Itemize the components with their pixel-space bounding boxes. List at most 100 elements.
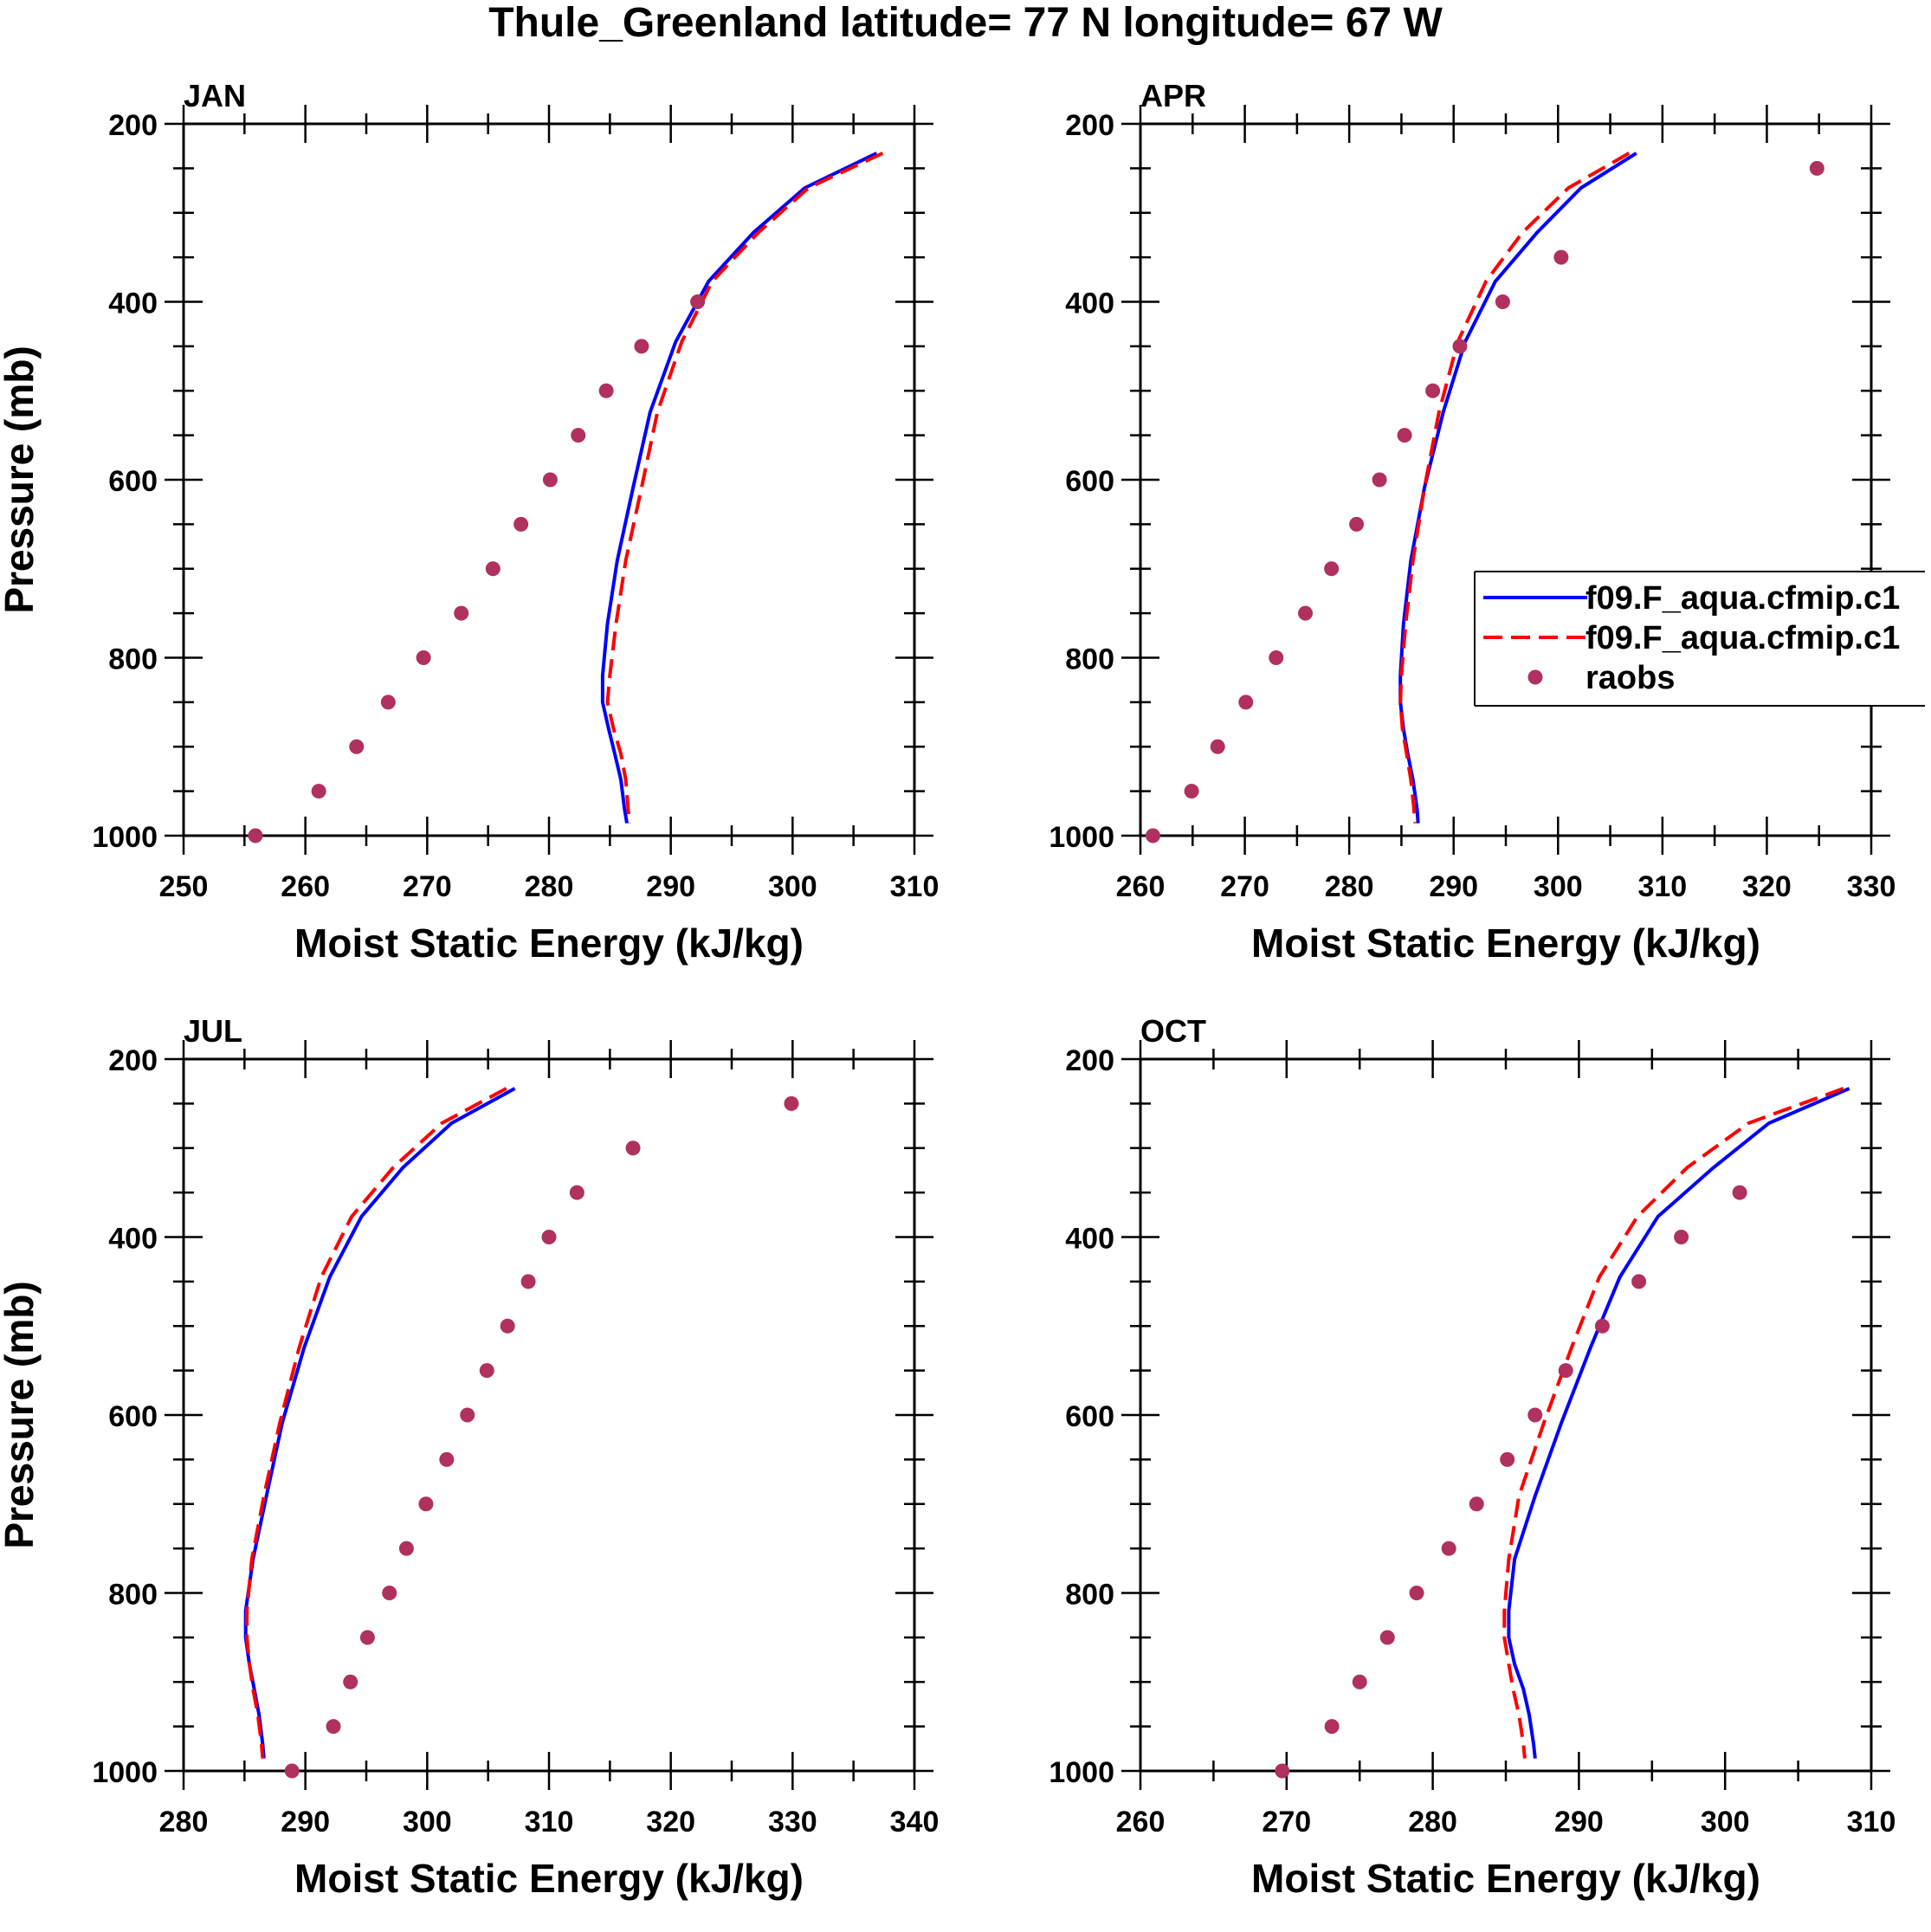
raobs-point xyxy=(1372,472,1387,488)
x-tick-label: 280 xyxy=(1408,1806,1457,1838)
raobs-point xyxy=(1352,1674,1367,1690)
x-axis-label: Moist Static Energy (kJ/kg) xyxy=(294,921,804,966)
panel-title: JAN xyxy=(184,78,246,113)
raobs-point xyxy=(1495,294,1510,309)
x-tick-label: 300 xyxy=(1534,870,1583,903)
series-line-solid xyxy=(1507,1087,1850,1759)
legend-swatch-marker xyxy=(1527,669,1543,685)
panel-apr: APR 200 400 600 800 1000 260 270 280 290 300 310 320… xyxy=(0,78,1925,966)
raobs-point xyxy=(690,294,706,309)
panel-title: JUL xyxy=(184,1013,242,1049)
y-tick-label: 600 xyxy=(108,1400,158,1433)
raobs-point xyxy=(1732,1185,1747,1200)
panel-title: OCT xyxy=(1140,1013,1206,1049)
x-tick-label: 270 xyxy=(1220,870,1269,903)
raobs-point xyxy=(1298,605,1314,621)
x-tick-label: 330 xyxy=(768,1806,817,1838)
raobs-point xyxy=(1145,828,1160,843)
axis-frame xyxy=(1139,1057,1873,1773)
raobs-point xyxy=(1397,428,1412,443)
raobs-point xyxy=(1594,1318,1610,1334)
raobs-point xyxy=(1425,383,1441,398)
x-tick-label: 270 xyxy=(403,870,452,903)
y-tick-label: 1000 xyxy=(92,821,158,854)
y-tick-label: 200 xyxy=(108,109,158,142)
y-tick-label: 800 xyxy=(108,643,158,676)
raobs-point xyxy=(571,428,586,443)
legend-label: raobs xyxy=(1585,660,1675,696)
y-tick-label: 200 xyxy=(1065,109,1114,142)
raobs-point xyxy=(542,472,558,488)
raobs-point xyxy=(349,739,365,754)
raobs-point xyxy=(625,1140,641,1156)
x-tick-label: 260 xyxy=(281,870,330,903)
raobs-point xyxy=(513,516,529,532)
x-tick-label: 320 xyxy=(1742,870,1792,903)
x-tick-label: 250 xyxy=(159,870,209,903)
raobs-point xyxy=(380,695,396,710)
y-tick-label: 200 xyxy=(1065,1044,1114,1077)
y-axis-label: Pressure (mb) xyxy=(0,1281,42,1548)
y-tick-label: 1000 xyxy=(92,1756,158,1789)
legend: f09.F_aqua.cfmip.c1f09.F_aqua.cfmip.c1ra… xyxy=(1474,571,1925,707)
raobs-point xyxy=(1379,1630,1395,1645)
raobs-point xyxy=(418,1496,434,1512)
raobs-point xyxy=(1452,339,1468,354)
x-tick-label: 310 xyxy=(1847,1806,1896,1838)
raobs-point xyxy=(1349,516,1365,532)
x-tick-label: 290 xyxy=(1429,870,1478,903)
series-line-solid xyxy=(1398,152,1637,824)
y-tick-label: 600 xyxy=(1065,1400,1114,1433)
y-tick-label: 600 xyxy=(1065,465,1114,498)
raobs-point xyxy=(416,650,431,665)
raobs-point xyxy=(1275,1763,1290,1779)
raobs-point xyxy=(1500,1451,1515,1467)
raobs-point xyxy=(634,339,649,354)
x-tick-label: 320 xyxy=(646,1806,695,1838)
x-tick-label: 330 xyxy=(1847,870,1896,903)
y-tick-label: 600 xyxy=(108,465,158,498)
panel-title: APR xyxy=(1140,78,1206,113)
y-tick-label: 1000 xyxy=(1049,821,1114,854)
y-tick-label: 800 xyxy=(1065,643,1114,676)
y-tick-label: 400 xyxy=(1065,1223,1114,1256)
raobs-point xyxy=(541,1230,557,1244)
y-tick-label: 400 xyxy=(1065,288,1114,320)
raobs-point xyxy=(1674,1230,1689,1244)
raobs-point xyxy=(485,561,501,577)
raobs-point xyxy=(398,1541,414,1556)
raobs-point xyxy=(343,1674,358,1690)
x-tick-label: 280 xyxy=(525,870,574,903)
y-axis-label: Pressure (mb) xyxy=(0,346,42,613)
x-tick-label: 270 xyxy=(1262,1806,1311,1838)
x-tick-label: 300 xyxy=(768,870,817,903)
raobs-point xyxy=(460,1407,475,1423)
raobs-point xyxy=(1210,739,1225,754)
y-axis-label: Pressure (mb) xyxy=(0,346,42,613)
raobs-point xyxy=(520,1274,536,1289)
y-tick-label: 800 xyxy=(1065,1579,1114,1612)
x-tick-label: 300 xyxy=(1701,1806,1750,1838)
x-tick-label: 260 xyxy=(1116,1806,1166,1838)
axis-frame xyxy=(182,1057,916,1773)
raobs-point xyxy=(1809,160,1824,176)
raobs-point xyxy=(359,1630,375,1645)
x-tick-label: 310 xyxy=(1637,870,1687,903)
axis-frame xyxy=(1139,122,1873,837)
x-tick-label: 300 xyxy=(403,1806,452,1838)
raobs-point xyxy=(598,383,614,398)
x-tick-label: 290 xyxy=(281,1806,330,1838)
y-tick-label: 200 xyxy=(108,1044,158,1077)
y-axis-label: Pressure (mb) xyxy=(0,1281,42,1548)
x-axis-label: Moist Static Energy (kJ/kg) xyxy=(294,1856,804,1901)
raobs-point xyxy=(326,1719,341,1735)
raobs-point xyxy=(1184,784,1199,799)
raobs-point xyxy=(1409,1586,1424,1600)
legend-label: f09.F_aqua.cfmip.c1 xyxy=(1585,580,1900,617)
x-tick-label: 290 xyxy=(646,870,695,903)
raobs-point xyxy=(1324,1719,1340,1735)
series-line-dashed xyxy=(1398,152,1631,824)
